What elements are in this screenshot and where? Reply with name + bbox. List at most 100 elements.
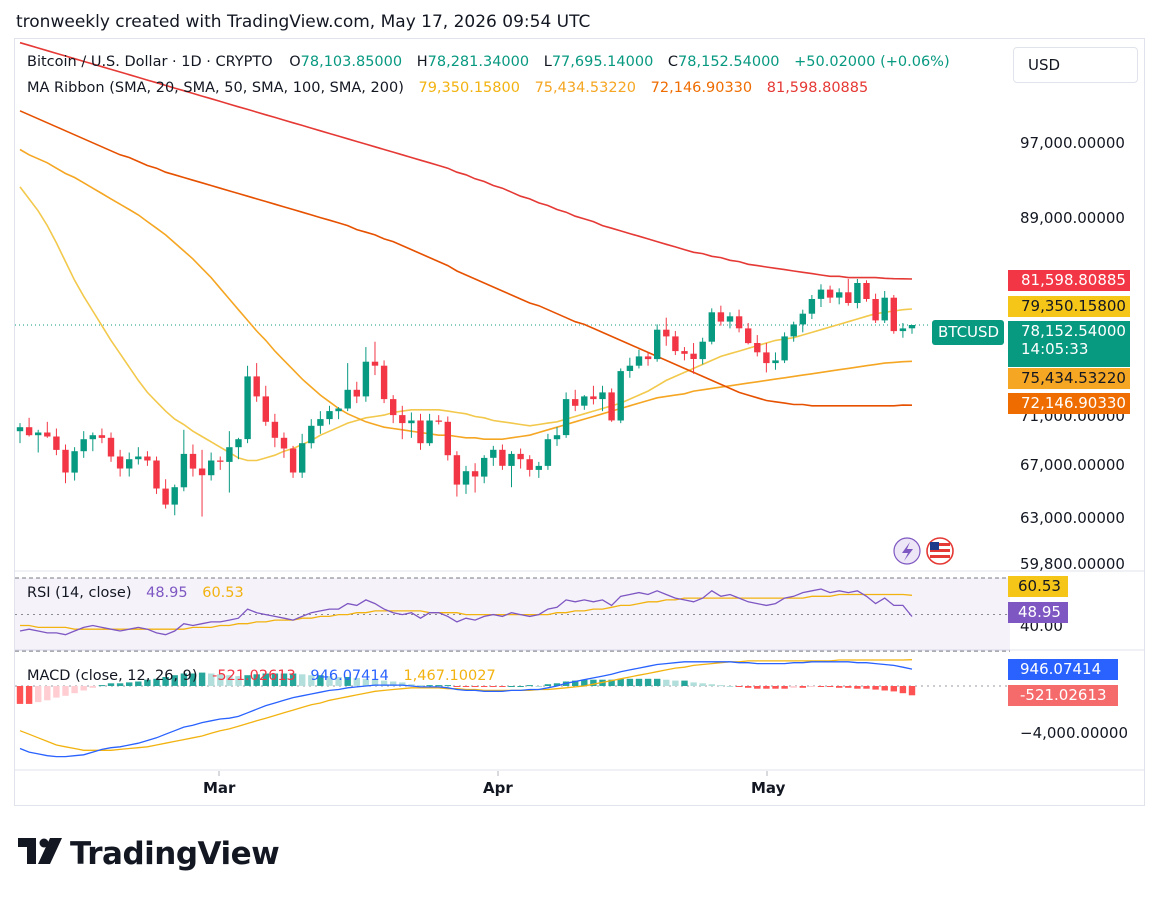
macd-histogram-bar (435, 685, 442, 687)
candle-body (235, 439, 242, 448)
last-price-value: 78,152.54000 (1021, 322, 1126, 340)
candle-body (417, 420, 424, 444)
candle-body (854, 283, 861, 303)
macd-histogram-bar (808, 686, 816, 687)
date-label-may: May (751, 779, 786, 797)
rsi-ma-value: 60.53 (202, 585, 244, 601)
macd-histogram-bar (198, 672, 206, 686)
macd-histogram-bar (244, 675, 251, 686)
candle-body (25, 427, 33, 436)
candle-body (444, 421, 451, 456)
macd-histogram-bar (308, 675, 315, 686)
candle-body (471, 471, 479, 477)
macd-histogram-bar (544, 684, 552, 686)
sma50-line (19, 148, 913, 441)
macd-histogram-bar (781, 686, 788, 689)
macd-histogram-bar (71, 686, 78, 694)
macd-histogram-bar (408, 684, 415, 686)
candle-body (135, 456, 142, 460)
tradingview-logo[interactable]: TradingView (18, 836, 280, 872)
currency-button[interactable]: USD (1013, 47, 1138, 83)
ma50-value: 75,434.53220 (534, 80, 637, 96)
macd-histogram-bar (726, 686, 734, 687)
bar-countdown: 14:05:33 (1021, 340, 1089, 358)
close-label: C (667, 54, 679, 70)
macd-histogram-bar (371, 679, 379, 686)
macd-legend[interactable]: MACD (close, 12, 26, 9) -521.02613 946.0… (27, 668, 500, 684)
macd-histogram-bar (836, 686, 843, 688)
high-label: H (416, 54, 428, 70)
candle-body (198, 468, 206, 476)
macd-histogram-bar (62, 686, 69, 696)
symbol-title[interactable]: Bitcoin / U.S. Dollar · 1D · CRYPTO (27, 54, 273, 70)
macd-histogram-bar (399, 682, 406, 686)
macd-histogram-bar (162, 677, 169, 686)
macd-histogram-bar (116, 683, 124, 686)
macd-histogram-bar (526, 685, 533, 687)
macd-histogram-bar (872, 686, 879, 690)
macd-histogram-bar (35, 686, 42, 703)
macd-histogram-bar (499, 686, 506, 687)
candle-body (526, 459, 533, 470)
macd-histogram-bar (335, 677, 342, 686)
macd-histogram-bar (699, 683, 706, 686)
macd-histogram-bar (189, 673, 197, 686)
symbol-legend[interactable]: Bitcoin / U.S. Dollar · 1D · CRYPTO O78,… (27, 54, 954, 70)
macd-signal-value: 1,467.10027 (403, 668, 496, 684)
candle-body (881, 297, 888, 321)
macd-title[interactable]: MACD (close, 12, 26, 9) (27, 668, 198, 684)
sma200-line (19, 41, 913, 280)
candle-body (44, 432, 51, 437)
candle-body (71, 451, 78, 473)
macd-histogram-bar (490, 686, 497, 687)
candle-body (508, 453, 515, 466)
candle-body (217, 460, 224, 462)
price-axis-label: 63,000.00000 (1020, 509, 1125, 527)
candle-body (226, 447, 233, 462)
candle-body (654, 329, 661, 360)
macd-histogram-bar (708, 684, 715, 686)
ma-ribbon-legend[interactable]: MA Ribbon (SMA, 20, SMA, 50, SMA, 100, S… (27, 80, 872, 96)
candle-body (754, 343, 761, 353)
macd-histogram-bar (326, 676, 333, 686)
candle-body (890, 297, 897, 332)
candle-body (626, 365, 634, 371)
candle-body (289, 448, 297, 473)
candle-body (726, 316, 734, 322)
candle-body (699, 341, 706, 360)
macd-histogram-bar (135, 681, 142, 686)
macd-histogram-bar (362, 678, 370, 686)
sma20-price-tag: 79,350.15800 (1008, 296, 1130, 317)
macd-histogram-bar (854, 686, 861, 689)
sma200-price-tag: 81,598.80885 (1008, 270, 1130, 291)
macd-histogram-bar (208, 673, 215, 686)
candle-body (708, 312, 715, 342)
rsi-legend[interactable]: RSI (14, close) 48.95 60.53 (27, 585, 248, 601)
candle-body (663, 329, 670, 337)
chart-frame (14, 38, 1145, 806)
candle-body (672, 336, 679, 352)
candle-body (863, 283, 870, 299)
candle-body (481, 457, 488, 477)
flag-canton (930, 542, 939, 550)
candle-body (262, 396, 269, 422)
candle-body (344, 389, 351, 409)
candle-body (872, 299, 879, 321)
ma20-value: 79,350.15800 (418, 80, 520, 96)
rsi-title[interactable]: RSI (14, close) (27, 585, 132, 601)
candle-body (335, 408, 342, 412)
macd-histogram-bar (608, 679, 615, 686)
candle-body (244, 376, 251, 440)
candle-body (681, 351, 688, 354)
macd-histogram-bar (226, 675, 233, 686)
sma20-line (19, 186, 913, 462)
flag-stripe (930, 549, 950, 552)
macd-histogram-bar (462, 686, 470, 687)
ma-ribbon-title[interactable]: MA Ribbon (SMA, 20, SMA, 50, SMA, 100, S… (27, 80, 404, 96)
price-axis-label: 59,800.00000 (1020, 555, 1125, 573)
macd-histogram-bar (681, 680, 688, 686)
candle-body (462, 471, 470, 485)
macd-histogram-bar (25, 686, 33, 704)
candle-body (253, 376, 260, 397)
